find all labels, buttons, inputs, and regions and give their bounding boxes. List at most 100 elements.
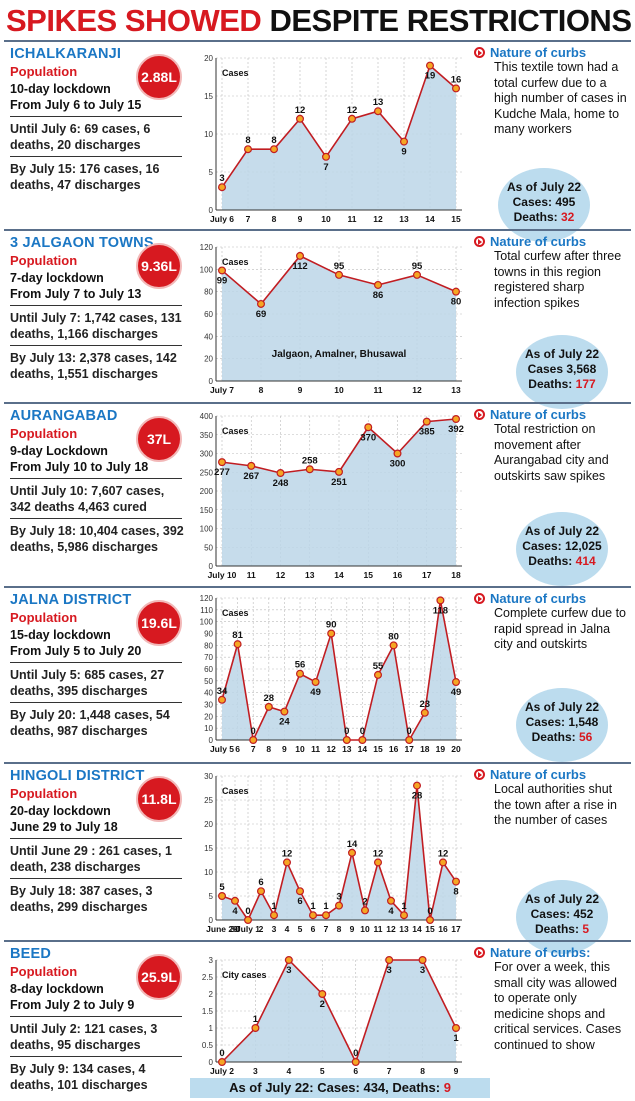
arrow-circle-icon — [474, 235, 485, 247]
y-tick-label: 250 — [200, 468, 214, 477]
data-point — [418, 955, 427, 965]
deaths-label: Deaths: — [531, 730, 576, 744]
place-name: HINGOLI DISTRICT — [10, 768, 145, 784]
data-label: 90 — [326, 620, 337, 631]
data-label: 12 — [347, 105, 358, 116]
data-label: 5 — [219, 882, 225, 893]
area-fill — [222, 600, 456, 740]
data-label: 12 — [373, 848, 384, 859]
y-tick-label: 2 — [209, 990, 214, 999]
curbs-text: Total restriction on movement after Aura… — [494, 422, 609, 483]
x-tick-label: 8 — [272, 214, 277, 224]
curbs-label: Nature of curbs — [490, 44, 587, 60]
data-point — [218, 891, 227, 900]
deaths-label: Deaths: — [534, 922, 579, 936]
x-tick-label: 7 — [246, 214, 251, 224]
x-tick-label: 9 — [454, 1066, 459, 1076]
until-stats: Until July 5: 685 cases, 27 deaths, 395 … — [10, 668, 165, 698]
data-label: 385 — [419, 427, 436, 438]
y-tick-label: 60 — [204, 310, 213, 319]
panel-info: AURANGABAD Population 37L 9-day Lockdown Fro… — [10, 408, 188, 555]
y-axis-label: Cases — [222, 257, 249, 267]
data-point — [385, 955, 394, 965]
x-tick-label: 17 — [451, 924, 461, 934]
divider — [10, 662, 182, 663]
lockdown-duration: 8-day lockdown — [10, 982, 104, 996]
panel-info: 3 JALGAON TOWNS Population 9.36L 7-day lock… — [10, 235, 188, 382]
data-point — [284, 955, 293, 965]
arrow-circle-icon — [474, 946, 485, 958]
curbs-label: Nature of curbs — [490, 590, 587, 606]
y-tick-label: 90 — [204, 630, 213, 639]
data-point — [422, 417, 431, 426]
y-tick-label: 100 — [200, 618, 214, 627]
data-point — [282, 858, 291, 867]
y-axis-label: Cases — [222, 426, 249, 436]
y-tick-label: 120 — [200, 243, 214, 252]
y-tick-label: 1 — [209, 1024, 214, 1033]
series-line — [221, 600, 457, 743]
x-tick-label: 17 — [404, 744, 414, 754]
data-point — [393, 449, 402, 458]
arrow-circle-icon — [474, 768, 485, 780]
x-tick-label: 13 — [399, 924, 409, 934]
y-tick-label: 110 — [200, 606, 213, 615]
x-tick-label: 4 — [286, 1066, 291, 1076]
data-point — [218, 695, 227, 704]
x-tick-label: 16 — [393, 570, 403, 580]
as-of-bubble: As of July 22 Cases 3,568 Deaths: 177 — [516, 335, 608, 409]
data-point — [218, 183, 227, 192]
x-tick-label: July 10 — [208, 570, 237, 580]
x-tick-label: 13 — [451, 385, 461, 395]
data-label: 86 — [373, 290, 384, 301]
y-tick-label: 0.5 — [202, 1041, 214, 1050]
data-point — [420, 708, 429, 717]
data-label: 0 — [407, 726, 412, 737]
data-label: 12 — [438, 848, 449, 859]
curbs-section: Nature of curbs Local authorities shut th… — [474, 766, 629, 829]
panel-3: AURANGABAD Population 37L 9-day Lockdown Fro… — [4, 402, 631, 586]
data-point — [387, 896, 396, 905]
lockdown-duration: 9-day Lockdown — [10, 444, 108, 458]
y-tick-label: 70 — [204, 653, 213, 662]
y-tick-label: 0 — [209, 736, 214, 745]
data-label: 8 — [245, 135, 250, 146]
area-fill — [222, 65, 456, 210]
y-tick-label: 150 — [200, 506, 214, 515]
data-label: 0 — [427, 906, 432, 917]
curbs-section: Nature of curbs Total curfew after three … — [474, 233, 629, 311]
data-label: 4 — [388, 906, 394, 917]
x-tick-label: 8 — [420, 1066, 425, 1076]
population-badge: 37L — [136, 416, 182, 462]
data-label: 1 — [453, 1033, 459, 1044]
data-label: 95 — [412, 261, 423, 272]
x-tick-label: 3 — [253, 1066, 258, 1076]
curbs-heading: Nature of curbs — [474, 766, 629, 782]
y-tick-label: 20 — [204, 355, 213, 364]
data-label: 0 — [344, 726, 349, 737]
as-of-cases: Cases: 495 — [512, 195, 576, 209]
data-label: 248 — [273, 478, 289, 489]
series-line — [221, 64, 457, 188]
x-tick-label: 4 — [285, 924, 290, 934]
deaths-label: Deaths: — [528, 554, 573, 568]
data-label: 370 — [360, 432, 376, 443]
x-tick-label: 6 — [235, 744, 240, 754]
data-label: 251 — [331, 477, 348, 488]
as-of-cases: Cases 3,568 — [527, 362, 597, 376]
by-stats: By July 13: 2,378 cases, 142 deaths, 1,5… — [10, 351, 177, 381]
deaths-value: 5 — [582, 922, 590, 936]
x-tick-label: 16 — [438, 924, 448, 934]
deaths-label: Deaths: — [513, 210, 558, 224]
data-point — [348, 114, 357, 123]
x-tick-label: 8 — [337, 924, 342, 934]
y-tick-label: 10 — [204, 130, 213, 139]
divider — [10, 878, 182, 879]
data-label: 1 — [401, 901, 407, 912]
x-tick-label: 10 — [321, 214, 331, 224]
data-label: 13 — [373, 97, 384, 108]
data-label: 0 — [245, 906, 250, 917]
x-tick-label: 14 — [358, 744, 368, 754]
data-label: 80 — [388, 631, 399, 642]
chart-annotation: Jalgaon, Amalner, Bhusawal — [272, 349, 407, 360]
